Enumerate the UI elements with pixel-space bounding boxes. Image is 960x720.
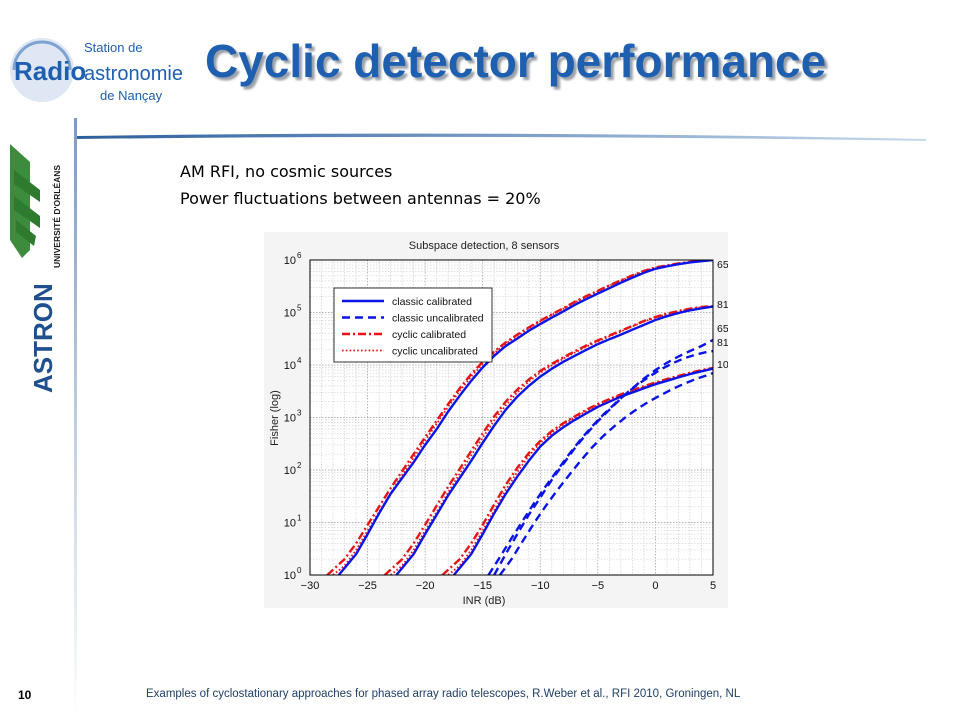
x-tick-label: −30 <box>301 580 320 592</box>
logo-astronomie-text: astronomie <box>84 63 183 85</box>
legend-label: classic calibrated <box>392 296 472 308</box>
page-number: 10 <box>18 688 32 702</box>
y-tick-label: 10 <box>284 308 296 320</box>
y-tick-label: 10 <box>284 518 296 530</box>
fisher-vs-inr-chart: Subspace detection, 8 sensors −30 −25 −20 −… <box>264 232 728 608</box>
curve-annotation: 8192 <box>717 299 728 311</box>
astron-logo: ASTRON <box>28 285 58 393</box>
station-radioastronomie-logo: Station de Radio astronomie de Nançay <box>10 38 183 103</box>
series-line-classic-uncalibrated-65536 <box>493 338 713 575</box>
series-line-classic-calibrated-65536 <box>337 260 713 575</box>
subtitle-line-2: Power fluctuations between antennas = 20… <box>180 189 541 208</box>
title-divider <box>76 133 926 141</box>
series-line-classic-uncalibrated-8192 <box>487 349 713 575</box>
curve-annotation: 65536 <box>717 259 728 271</box>
y-tick-exponent: 6 <box>297 251 302 260</box>
y-tick-exponent: 5 <box>297 304 302 313</box>
logo-astron-text: ASTRON <box>28 285 58 393</box>
series-line-cyclic-calibrated-8192 <box>383 305 713 575</box>
curve-annotation: 65536 <box>717 323 728 335</box>
y-axis-label: Fisher (log) <box>269 390 281 446</box>
y-tick-label: 10 <box>284 255 296 267</box>
y-tick-label: 10 <box>284 465 296 477</box>
x-tick-label: −25 <box>358 580 377 592</box>
x-tick-label: 5 <box>710 580 716 592</box>
y-tick-exponent: 0 <box>297 566 302 575</box>
series-line-cyclic-calibrated-1024 <box>441 366 713 575</box>
series-line-cyclic-calibrated-65536 <box>326 260 713 575</box>
y-tick-exponent: 4 <box>297 356 302 365</box>
legend-label: cyclic uncalibrated <box>392 346 478 358</box>
x-tick-label: 0 <box>652 580 658 592</box>
y-tick-label: 10 <box>284 570 296 582</box>
plot-frame <box>309 259 714 576</box>
y-tick-label: 10 <box>284 360 296 372</box>
logo-station-text: Station de <box>84 40 143 55</box>
y-tick-exponent: 3 <box>297 409 302 418</box>
slide-title: Cyclic detector performance <box>205 35 827 87</box>
series-lines <box>326 260 713 575</box>
university-orleans-logo: UNIVERSITÉ D'ORLÉANS <box>10 144 62 268</box>
curve-annotation: 1024 <box>717 359 728 371</box>
curve-annotation: 8192 <box>717 337 728 349</box>
curve-annotations: 65536 8192 65536 8192 1024 <box>717 259 728 371</box>
vertical-divider <box>74 118 77 718</box>
series-line-classic-uncalibrated-1024 <box>499 371 713 575</box>
x-tick-label: −10 <box>531 580 550 592</box>
logo-university-text: UNIVERSITÉ D'ORLÉANS <box>52 165 62 268</box>
y-tick-label: 10 <box>284 413 296 425</box>
subtitle-line-1: AM RFI, no cosmic sources <box>180 162 393 181</box>
footer-citation: Examples of cyclostationary approaches f… <box>146 688 741 700</box>
x-tick-label: −5 <box>592 580 605 592</box>
legend: classic calibrated classic uncalibrated cy… <box>333 287 493 363</box>
x-axis-label: INR (dB) <box>463 595 506 607</box>
series-line-classic-calibrated-1024 <box>452 367 713 575</box>
series-line-cyclic-uncalibrated-8192 <box>390 305 713 575</box>
logo-nancay-text: de Nançay <box>100 88 163 103</box>
x-tick-label: −20 <box>416 580 435 592</box>
y-tick-exponent: 1 <box>297 514 302 523</box>
logo-radio-text: Radio <box>14 56 86 86</box>
x-tick-label: −15 <box>473 580 492 592</box>
legend-label: cyclic calibrated <box>392 329 466 341</box>
legend-label: classic uncalibrated <box>392 313 484 325</box>
chart-title: Subspace detection, 8 sensors <box>409 240 560 252</box>
series-line-classic-calibrated-8192 <box>395 305 713 575</box>
y-tick-exponent: 2 <box>297 461 302 470</box>
series-line-cyclic-uncalibrated-1024 <box>447 367 713 575</box>
